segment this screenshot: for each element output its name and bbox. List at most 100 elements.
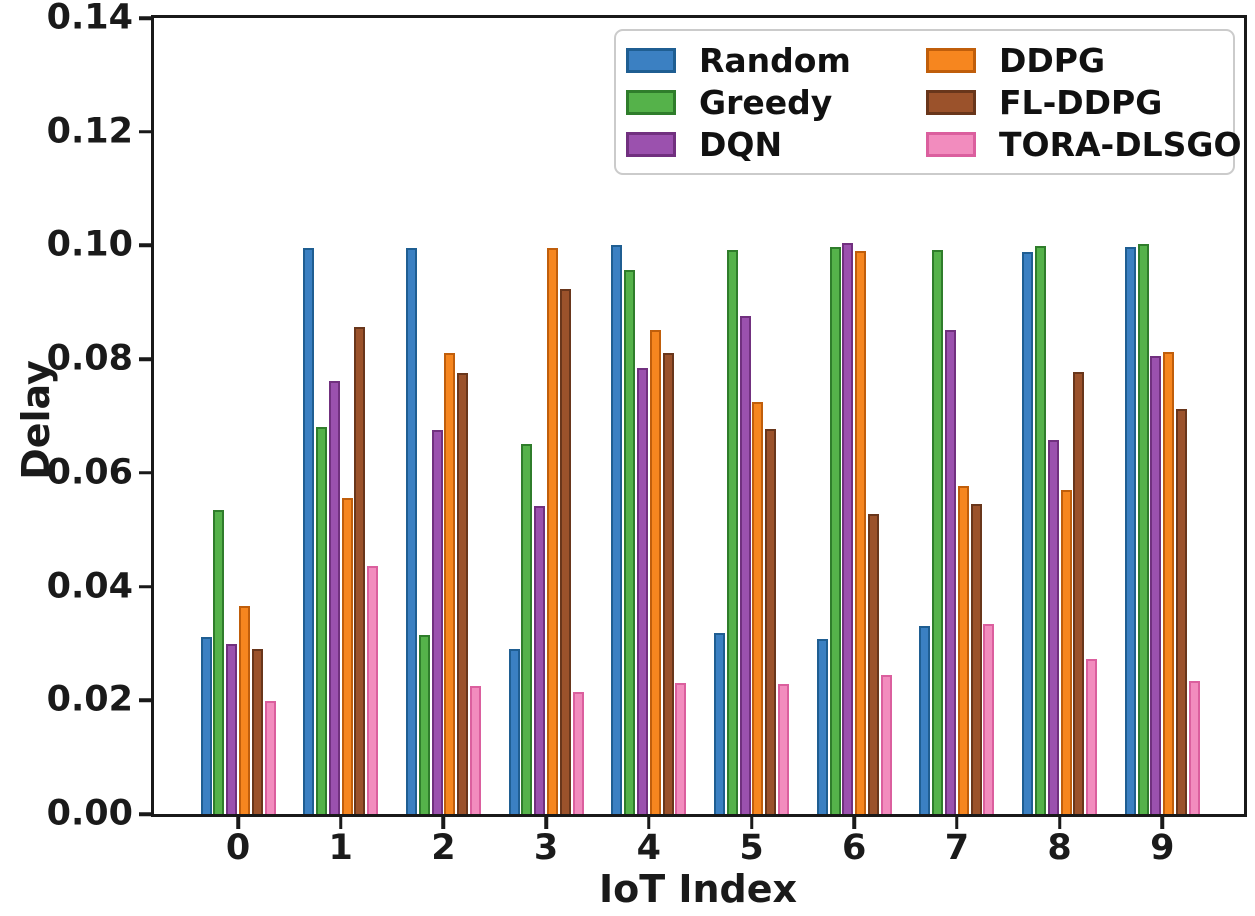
bar-dqn-iot3 [534,505,546,814]
x-axis-title: IoT Index [598,867,798,911]
legend-item-dqn: DQN [626,123,926,165]
bar-tora-dlsgo-iot4 [675,683,687,814]
y-tick-label: 0.02 [46,679,133,720]
bar-fl-ddpg-iot1 [354,327,366,814]
bar-ddpg-iot6 [855,250,867,814]
x-tick-label: 8 [1047,828,1072,868]
bar-dqn-iot9 [1150,356,1162,814]
legend-swatch-icon [926,131,976,157]
bar-random-iot9 [1124,247,1136,814]
legend-label: TORA-DLSGO [999,124,1242,164]
bar-random-iot3 [508,649,520,814]
legend-box: Random Greedy DQN DDPG FL-DDPG TORA-DLSGO [614,29,1242,175]
legend-item-tora-dlsgo: TORA-DLSGO [926,123,1242,165]
legend-swatch-icon [926,47,976,73]
y-tick [139,584,151,589]
bar-fl-ddpg-iot9 [1176,408,1187,814]
legend-label: Random [699,40,851,80]
y-tick [139,812,151,816]
legend-label: FL-DDPG [999,82,1163,122]
legend-swatch-icon [626,131,676,157]
x-tick [1160,817,1165,829]
x-tick-label: 4 [636,828,661,868]
x-tick-label: 0 [225,828,251,868]
y-tick-label: 0.06 [46,452,133,493]
bar-dqn-iot5 [739,315,751,814]
bar-dqn-iot1 [328,380,340,814]
bar-random-iot7 [919,626,931,814]
y-tick-label: 0.00 [46,793,133,834]
x-tick-label: 9 [1150,828,1175,868]
y-tick-label: 0.04 [46,566,133,607]
legend-item-greedy: Greedy [626,81,926,123]
x-tick [852,817,856,829]
bar-ddpg-iot0 [238,606,250,814]
bar-fl-ddpg-iot5 [765,429,777,814]
y-tick [139,129,151,134]
bar-tora-dlsgo-iot6 [880,674,892,814]
bar-greedy-iot4 [624,270,636,814]
x-tick [1057,817,1062,829]
bar-tora-dlsgo-iot9 [1188,680,1200,814]
bar-fl-ddpg-iot8 [1073,372,1085,814]
bar-tora-dlsgo-iot1 [367,565,379,814]
bar-ddpg-iot7 [957,485,969,814]
bar-dqn-iot6 [842,243,854,814]
y-tick [139,357,151,361]
x-tick-label: 3 [533,828,559,868]
x-tick-label: 7 [944,828,970,868]
bar-random-iot6 [816,638,828,814]
y-tick [139,698,151,703]
bar-ddpg-iot1 [341,497,353,814]
bar-fl-ddpg-iot6 [867,514,879,814]
bar-fl-ddpg-iot4 [662,353,674,814]
bar-tora-dlsgo-iot7 [983,624,995,814]
bar-random-iot4 [611,245,623,814]
bar-ddpg-iot4 [649,330,661,814]
legend-item-fl-ddpg: FL-DDPG [926,81,1242,123]
bar-tora-dlsgo-iot8 [1086,659,1098,814]
y-tick [139,16,151,20]
y-tick [139,471,151,475]
y-tick-label: 0.10 [46,224,133,265]
bar-greedy-iot0 [213,510,225,814]
bar-ddpg-iot5 [752,402,764,814]
bar-tora-dlsgo-iot0 [264,701,276,814]
y-tick-label: 0.12 [46,111,133,152]
x-tick [441,817,446,829]
bar-ddpg-iot2 [444,353,456,814]
x-tick [236,817,240,829]
bar-ddpg-iot9 [1163,351,1175,814]
bar-random-iot8 [1022,252,1034,814]
x-tick [544,817,548,829]
x-tick [338,817,343,829]
bar-dqn-iot2 [431,429,443,814]
bar-random-iot5 [714,633,725,814]
legend-item-ddpg: DDPG [926,39,1242,81]
bar-tora-dlsgo-iot5 [778,683,789,814]
bar-tora-dlsgo-iot3 [572,691,584,814]
bar-ddpg-iot8 [1060,489,1072,814]
legend-label: DDPG [999,40,1106,80]
legend-label: DQN [699,124,783,164]
bar-greedy-iot6 [829,247,841,814]
y-tick [139,243,151,248]
legend-item-random: Random [626,39,926,81]
bar-dqn-iot7 [945,329,956,814]
y-tick-label: 0.14 [46,0,133,38]
bar-dqn-iot0 [226,644,238,814]
x-tick-label: 2 [431,828,456,868]
y-tick-label: 0.08 [46,338,133,379]
bar-greedy-iot1 [316,427,327,814]
bar-greedy-iot9 [1137,244,1149,814]
bar-ddpg-iot3 [547,248,558,814]
bar-fl-ddpg-iot3 [559,288,571,814]
x-tick [955,817,959,829]
x-tick [647,817,651,829]
x-tick [749,817,754,829]
bar-fl-ddpg-iot2 [457,372,469,814]
x-tick-label: 1 [328,828,353,868]
bar-fl-ddpg-iot7 [970,503,982,814]
bar-random-iot0 [200,636,212,814]
